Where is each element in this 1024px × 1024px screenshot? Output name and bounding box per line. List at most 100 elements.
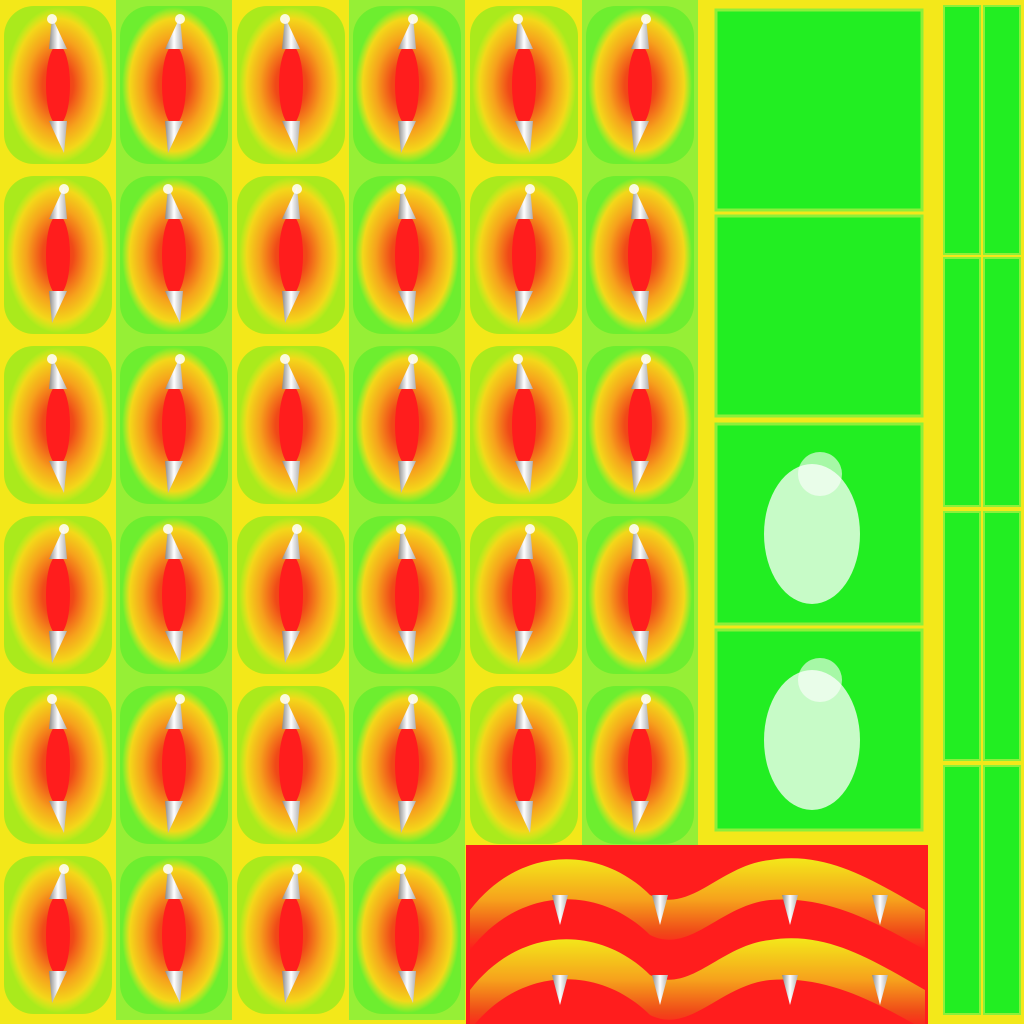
candy-tile-grid [0,0,698,1020]
candy-wrapper-bottom [398,971,416,1003]
wrapper-highlight [513,14,523,24]
candy-wrapper-bottom [398,291,416,323]
candy-core [628,555,652,635]
wrapper-highlight [59,184,69,194]
candy-wrapper-bottom [631,801,649,833]
candy-wrapper-top [49,17,67,49]
green-panel [714,214,924,418]
candy-tile [116,510,232,680]
candy-core [162,215,186,295]
candy-core [395,215,419,295]
candy-tile [349,850,465,1020]
candy-wrapper-top [398,17,416,49]
wrapper-highlight [525,184,535,194]
wrapper-highlight [292,864,302,874]
candy-tile [466,340,582,510]
candy-wrapper-bottom [515,461,533,493]
candy-tile [582,0,698,170]
candy-wrapper-top [282,187,300,219]
candy-wrapper-top [165,867,183,899]
wrapper-highlight [175,694,185,704]
candy-wrapper-top [631,17,649,49]
wrapper-highlight [629,524,639,534]
candy-core [512,45,536,125]
candy-core [628,725,652,805]
candy-core [162,45,186,125]
wrapper-highlight [163,864,173,874]
candy-wrapper-top [631,187,649,219]
candy-core [162,895,186,975]
wrapper-highlight [396,524,406,534]
candy-wrapper-top [398,357,416,389]
candy-wrapper-top [282,697,300,729]
wrapper-highlight [163,524,173,534]
candy-tile [0,170,116,340]
candy-wrapper-bottom [49,801,67,833]
wrapper-highlight [280,14,290,24]
wave-wrapper-cone [552,975,568,1005]
candy-wrapper-bottom [49,971,67,1003]
candy-tile [349,0,465,170]
candy-wrapper-bottom [165,121,183,153]
wrapper-highlight [175,354,185,364]
candy-wrapper-bottom [398,631,416,663]
candy-tile [116,850,232,1020]
candy-wrapper-top [515,357,533,389]
candy-tile [116,170,232,340]
candy-wrapper-bottom [631,291,649,323]
candy-tile [582,680,698,850]
candy-wrapper-top [398,527,416,559]
panel-white-patch [798,452,842,496]
candy-tile [582,510,698,680]
candy-tile [233,850,349,1020]
candy-wrapper-bottom [165,631,183,663]
wrapper-highlight [396,184,406,194]
candy-wrapper-bottom [165,291,183,323]
candy-wrapper-bottom [165,461,183,493]
candy-tile [233,680,349,850]
wave-strip-region [466,845,928,1024]
candy-wrapper-bottom [282,971,300,1003]
candy-tile [0,0,116,170]
candy-tile [0,850,116,1020]
side-bar-segment [983,5,1021,255]
panel-white-patch [798,658,842,702]
candy-wrapper-top [282,527,300,559]
candy-core [512,555,536,635]
candy-wrapper-top [515,187,533,219]
candy-wrapper-bottom [398,461,416,493]
green-panel [714,422,924,626]
candy-wrapper-top [49,867,67,899]
candy-wrapper-bottom [631,461,649,493]
candy-core [395,725,419,805]
candy-tile [466,510,582,680]
wrapper-highlight [47,694,57,704]
candy-tile [116,0,232,170]
side-bar-segment [943,5,981,255]
candy-tile [466,170,582,340]
wrapper-highlight [59,524,69,534]
candy-wrapper-bottom [282,121,300,153]
wrapper-highlight [513,354,523,364]
green-side-bars [930,0,1024,1024]
candy-wrapper-bottom [515,631,533,663]
candy-wrapper-bottom [515,801,533,833]
candy-tile [116,680,232,850]
candy-tile [349,680,465,850]
candy-core [279,895,303,975]
candy-wrapper-top [398,697,416,729]
candy-wrapper-bottom [165,801,183,833]
panel-fill [714,8,924,212]
candy-tile [233,170,349,340]
wrapper-highlight [47,14,57,24]
candy-core [46,215,70,295]
wrapper-highlight [175,14,185,24]
candy-tile [349,510,465,680]
wrapper-highlight [280,694,290,704]
candy-wrapper-top [165,697,183,729]
candy-tile [0,680,116,850]
candy-wrapper-top [631,527,649,559]
candy-wrapper-bottom [515,291,533,323]
candy-wrapper-bottom [49,291,67,323]
